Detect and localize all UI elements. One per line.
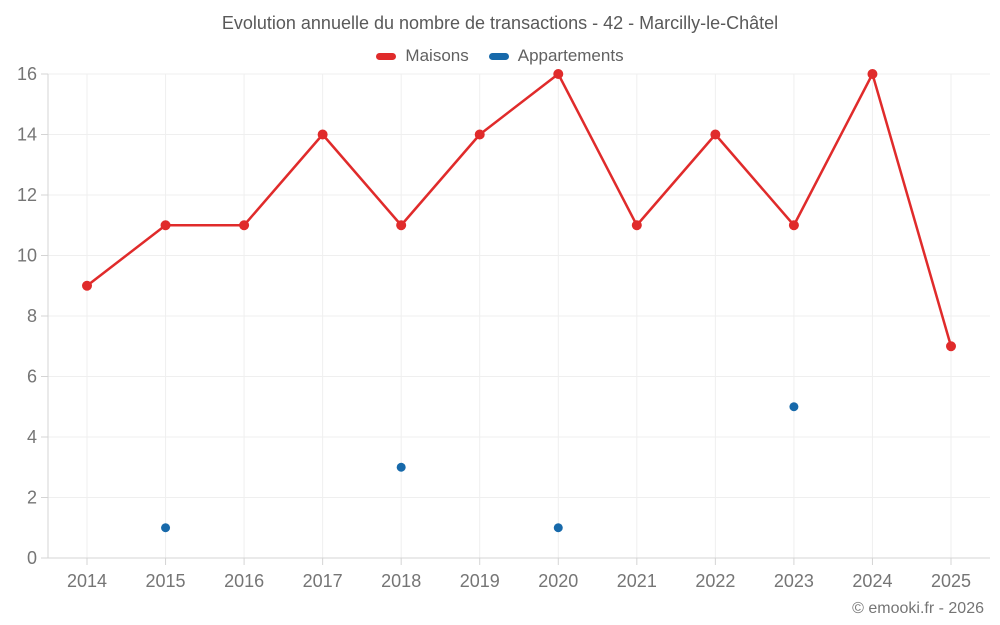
chart-title: Evolution annuelle du nombre de transact… [221,13,779,33]
data-point-appartements-2023[interactable] [789,402,799,412]
y-axis-label: 2 [27,488,37,508]
data-point-maisons-2019[interactable] [474,129,485,140]
data-point-maisons-2016[interactable] [239,220,250,231]
x-axis-label: 2023 [774,571,814,591]
data-point-maisons-2015[interactable] [160,220,171,231]
y-axis-label: 6 [27,367,37,387]
chart-legend: Maisons Appartements [0,44,1000,68]
x-axis-label: 2025 [931,571,971,591]
legend-label-maisons: Maisons [405,46,469,65]
data-point-maisons-2025[interactable] [946,341,956,352]
data-point-maisons-2024[interactable] [867,69,878,79]
legend-label-appartements: Appartements [517,46,624,65]
data-point-maisons-2020[interactable] [553,69,564,79]
data-point-maisons-2017[interactable] [317,129,328,140]
y-axis-label: 12 [17,185,37,205]
x-axis-label: 2018 [381,571,421,591]
maisons-line [85,72,953,348]
appartements-swatch-icon [488,52,509,60]
x-axis-label: 2016 [224,571,264,591]
data-point-maisons-2021[interactable] [631,220,642,231]
data-point-appartements-2018[interactable] [396,462,406,472]
x-axis-label: 2017 [303,571,343,591]
x-axis-label: 2022 [695,571,735,591]
y-axis-label: 14 [17,125,37,145]
legend-item-appartements[interactable]: Appartements [488,46,624,66]
y-axis-label: 16 [17,64,37,84]
data-point-appartements-2015[interactable] [161,523,171,533]
data-point-appartements-2020[interactable] [553,523,563,533]
x-axis-label: 2024 [852,571,892,591]
x-axis-label: 2014 [67,571,107,591]
data-point-maisons-2023[interactable] [788,220,799,231]
data-point-maisons-2022[interactable] [710,129,721,140]
x-axis-label: 2021 [617,571,657,591]
x-axis-label: 2015 [146,571,186,591]
y-axis-label: 4 [27,427,37,447]
maisons-swatch-icon [376,52,397,60]
data-point-maisons-2014[interactable] [82,280,92,291]
data-point-maisons-2018[interactable] [396,220,407,231]
x-axis-label: 2019 [460,571,500,591]
copyright: © emooki.fr - 2026 [852,600,984,617]
y-axis-label: 8 [27,306,37,326]
y-axis-label: 10 [17,246,37,266]
legend-item-maisons[interactable]: Maisons [376,46,469,66]
y-axis-label: 0 [27,548,37,568]
x-axis-label: 2020 [538,571,578,591]
